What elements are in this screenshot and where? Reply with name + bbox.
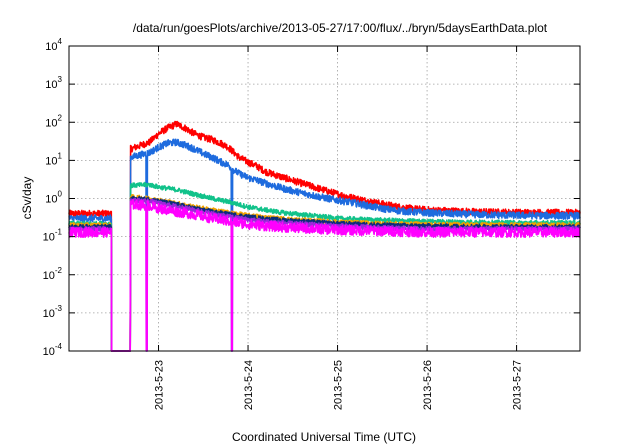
x-tick-label: 2013-5-26 (422, 360, 434, 410)
y-tick-label: 10-3 (43, 304, 63, 320)
x-tick-label: 2013-5-25 (333, 360, 345, 410)
x-tick-label: 2013-5-23 (154, 360, 166, 410)
y-tick-label: 102 (45, 113, 62, 129)
y-tick-label: 10-2 (43, 266, 63, 282)
series-line (68, 138, 581, 352)
y-tick-label: 103 (45, 75, 62, 91)
x-axis-label: Coordinated Universal Time (UTC) (232, 430, 416, 444)
y-tick-label: 10-1 (43, 228, 63, 244)
x-tick-label: 2013-5-27 (512, 360, 524, 410)
x-tick-labels: 2013-5-23 2013-5-24 2013-5-25 2013-5-26 2013… (154, 360, 524, 410)
y-axis-label: cSv/day (20, 177, 34, 220)
x-tick-label: 2013-5-24 (243, 360, 255, 410)
series-group (68, 120, 581, 352)
tick-group (69, 45, 580, 352)
y-tick-label: 104 (45, 37, 62, 53)
y-tick-label: 100 (45, 190, 62, 206)
y-tick-label: 101 (45, 151, 62, 167)
series-line (68, 199, 581, 352)
chart-title: /data/run/goesPlots/archive/2013-05-27/1… (133, 21, 548, 35)
y-tick-label: 10-4 (43, 342, 63, 358)
y-tick-labels: 10-4 10-3 10-2 10-1 100 101 102 103 104 (43, 37, 63, 358)
